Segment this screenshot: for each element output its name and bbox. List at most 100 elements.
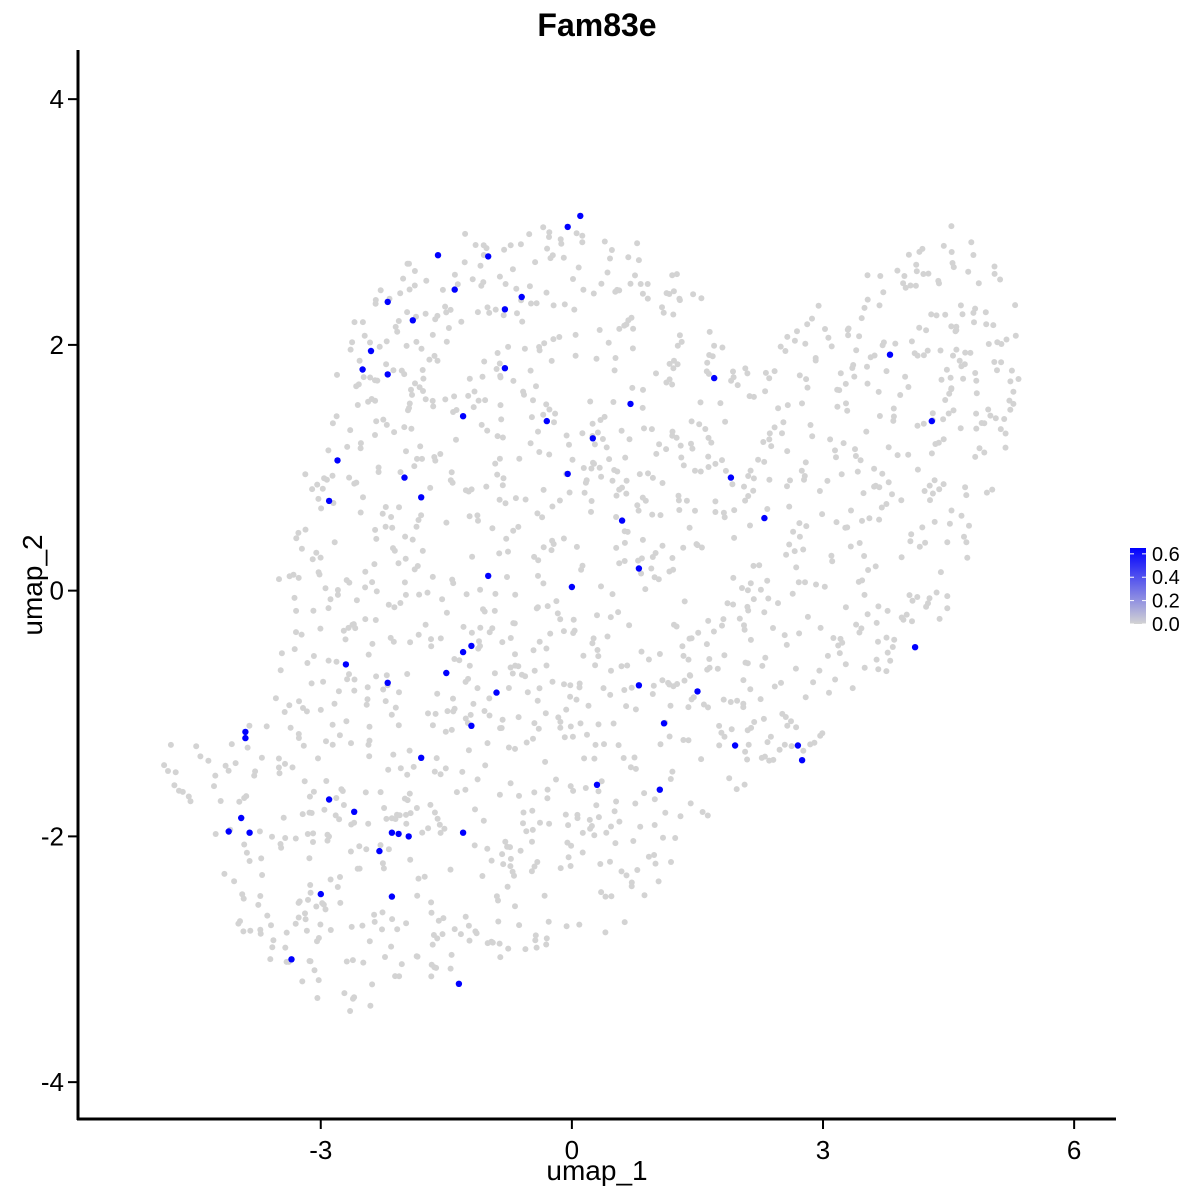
cell-point xyxy=(889,644,896,650)
cell-point xyxy=(408,386,414,393)
cell-point xyxy=(327,876,334,883)
cell-point xyxy=(706,656,713,662)
cell-point xyxy=(334,587,341,593)
cell-point xyxy=(516,455,523,462)
cell-point xyxy=(439,596,446,603)
cell-point xyxy=(706,328,713,335)
cell-point xyxy=(537,819,543,826)
cell-point xyxy=(742,748,749,755)
cell-point xyxy=(612,840,619,847)
cell-point xyxy=(745,473,752,479)
cell-point xyxy=(535,725,542,732)
cell-point xyxy=(561,681,567,688)
cell-point xyxy=(616,560,623,567)
cell-point xyxy=(398,961,405,968)
cell-point xyxy=(428,909,435,916)
cell-point xyxy=(256,828,263,835)
cell-point xyxy=(515,523,522,530)
cell-point xyxy=(322,585,329,592)
cell-point xyxy=(495,897,501,904)
cell-point xyxy=(247,927,254,934)
cell-point xyxy=(300,742,307,749)
cell-point xyxy=(434,357,441,364)
cell-point xyxy=(486,309,493,316)
cell-point xyxy=(232,760,239,767)
cell-point xyxy=(327,927,334,933)
cell-point xyxy=(372,526,379,533)
cell-point xyxy=(731,507,738,514)
cell-point xyxy=(479,873,486,879)
cell-point xyxy=(409,391,415,398)
cell-point xyxy=(505,685,512,691)
cell-point xyxy=(379,909,386,916)
cell-point xyxy=(889,491,895,498)
cell-point xyxy=(565,822,572,829)
cell-point xyxy=(1002,430,1009,437)
cell-point xyxy=(540,580,547,587)
cell-point xyxy=(751,719,758,725)
cell-point xyxy=(687,800,694,807)
cell-point xyxy=(747,522,753,529)
cell-point xyxy=(302,526,309,533)
cell-point xyxy=(267,956,274,963)
cell-point xyxy=(685,737,692,744)
cell-point xyxy=(428,899,435,906)
cell-point xyxy=(885,444,892,451)
cell-point xyxy=(453,436,459,443)
cell-point xyxy=(415,631,422,638)
cell-point xyxy=(891,636,898,643)
cell-point xyxy=(380,865,387,872)
cell-point xyxy=(674,361,681,368)
cell-point xyxy=(419,455,425,462)
x-tick-label: 0 xyxy=(565,1135,579,1165)
cell-point xyxy=(383,338,390,345)
cell-point xyxy=(638,648,645,655)
colorbar-labels: 0.60.40.20.0 xyxy=(1130,544,1180,636)
cell-point xyxy=(278,650,285,657)
cell-point xyxy=(816,667,823,674)
cell-point xyxy=(320,678,327,685)
cell-point xyxy=(484,304,491,311)
cell-point xyxy=(901,273,908,279)
cell-point xyxy=(907,282,914,289)
cell-point xyxy=(827,436,834,443)
cell-point xyxy=(948,249,955,255)
cell-point xyxy=(496,940,503,947)
cell-point xyxy=(613,544,620,551)
cell-point xyxy=(308,680,315,687)
cell-point xyxy=(437,451,444,457)
cell-point xyxy=(963,492,970,499)
cell-point xyxy=(807,741,814,748)
cell-point xyxy=(616,287,623,294)
cell-point xyxy=(394,926,401,933)
cell-point xyxy=(544,795,551,802)
cell-point xyxy=(360,494,366,501)
cell-point xyxy=(1007,406,1014,413)
cell-point xyxy=(543,289,550,296)
cell-point xyxy=(883,501,890,507)
cell-point xyxy=(803,523,810,530)
cell-point xyxy=(403,448,409,455)
cell-point xyxy=(991,359,998,365)
cell-point xyxy=(825,334,832,341)
cell-point xyxy=(991,263,998,270)
cell-point xyxy=(799,400,805,407)
cell-point xyxy=(429,941,436,948)
cell-point xyxy=(705,704,711,711)
cell-point xyxy=(1007,378,1014,385)
cell-point xyxy=(589,420,596,427)
cell-point xyxy=(603,444,610,451)
cell-point xyxy=(448,726,455,733)
cell-point xyxy=(610,720,617,727)
cell-point xyxy=(770,625,776,631)
cell-point xyxy=(902,373,909,380)
cell-point xyxy=(712,509,719,515)
cell-point xyxy=(937,347,944,354)
cell-point xyxy=(459,768,466,775)
cell-point xyxy=(346,671,352,678)
cell-point xyxy=(396,973,403,980)
cell-point xyxy=(496,791,503,798)
cell-point xyxy=(448,951,455,958)
cell-point xyxy=(964,554,971,561)
cell-point xyxy=(736,615,743,622)
